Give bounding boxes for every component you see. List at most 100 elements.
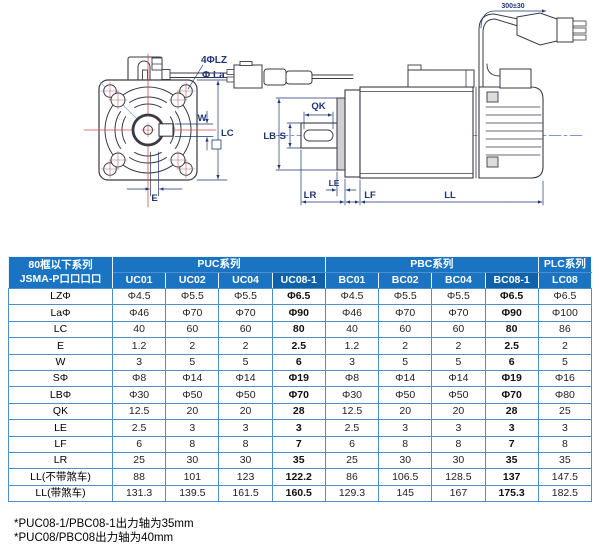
series-group-header-2: PLC系列 xyxy=(537,256,593,273)
dim-label-lr: LR xyxy=(304,190,317,201)
row-label: E xyxy=(8,337,113,355)
tolerance-box xyxy=(211,139,222,150)
cell: 88 xyxy=(111,468,167,486)
cell: Φ5.5 xyxy=(165,287,220,306)
table-row-1: LaΦ Φ46 Φ70 Φ70 Φ90 Φ46 Φ70 Φ70 Φ90 Φ100 xyxy=(8,304,593,322)
cell: Φ30 xyxy=(111,386,167,404)
row-label: LF xyxy=(8,435,113,453)
table-row-10: LR 25 30 30 35 25 30 30 35 35 xyxy=(8,451,593,470)
cell: Φ70 xyxy=(271,386,326,404)
cell: 2 xyxy=(537,337,593,355)
cell: Φ100 xyxy=(537,304,593,322)
cell: 2.5 xyxy=(324,419,380,437)
cell: Φ50 xyxy=(378,386,433,404)
front-view: 4ΦLZ Φ La W LC xyxy=(83,53,354,208)
cell: 2 xyxy=(378,337,433,355)
cell: 6 xyxy=(271,353,326,371)
cell: Φ90 xyxy=(271,304,326,322)
cell: 86 xyxy=(537,320,593,339)
cell: 5 xyxy=(537,353,593,371)
table-row-0: LZΦ Φ4.5 Φ5.5 Φ5.5 Φ6.5 Φ4.5 Φ5.5 Φ5.5 Φ6.5 Φ6.5 xyxy=(8,287,593,306)
series-group-header-0: PUC系列 xyxy=(112,256,326,273)
dim-label-cable-length: 300±30 xyxy=(501,3,524,10)
row-label: W xyxy=(8,353,113,371)
col-header-UC08-1: UC08-1 xyxy=(271,272,326,289)
cell: Φ14 xyxy=(431,369,486,388)
row-label: LZΦ xyxy=(8,287,113,306)
cell: 122.2 xyxy=(271,468,326,486)
cell: Φ14 xyxy=(218,369,273,388)
cell: 12.5 xyxy=(324,402,380,421)
cell: Φ90 xyxy=(484,304,539,322)
cell: 8 xyxy=(537,435,593,453)
cell: 3 xyxy=(271,419,326,437)
cell: 123 xyxy=(218,468,273,486)
dim-label-e: E xyxy=(151,193,157,204)
table-row-8: LE 2.5 3 3 3 2.5 3 3 3 3 xyxy=(8,419,593,437)
cell: Φ5.5 xyxy=(218,287,273,306)
row-label: LE xyxy=(8,419,113,437)
footnote-1: *PUC08-1/PBC08-1出力轴为35mm xyxy=(14,518,194,530)
dim-label-s: S xyxy=(280,131,286,142)
cell: Φ5.5 xyxy=(431,287,486,306)
cell: 40 xyxy=(324,320,380,339)
cell: 1.2 xyxy=(324,337,380,355)
series-group-header-1: PBC系列 xyxy=(324,256,539,273)
cell: 8 xyxy=(165,435,220,453)
encoder-connector-icon xyxy=(233,61,313,89)
cell: 131.3 xyxy=(111,484,167,503)
cell: 80 xyxy=(484,320,539,339)
cell: 40 xyxy=(111,320,167,339)
cell: 167 xyxy=(431,484,486,503)
col-header-BC04: BC04 xyxy=(431,272,486,289)
col-header-BC08-1: BC08-1 xyxy=(484,272,539,289)
cell: 5 xyxy=(378,353,433,371)
cell: Φ80 xyxy=(537,386,593,404)
motor-dimension-drawing: 4ΦLZ Φ La W LC xyxy=(83,3,587,208)
cell: Φ70 xyxy=(165,304,220,322)
cell: 6 xyxy=(111,435,167,453)
cell: Φ4.5 xyxy=(324,287,380,306)
cell: 60 xyxy=(431,320,486,339)
cell: Φ50 xyxy=(218,386,273,404)
cell: 161.5 xyxy=(218,484,273,503)
col-header-UC01: UC01 xyxy=(111,272,167,289)
row-label: LC xyxy=(8,320,113,339)
cell: Φ50 xyxy=(431,386,486,404)
cell: Φ19 xyxy=(484,369,539,388)
cell: 3 xyxy=(218,419,273,437)
cell: 6 xyxy=(324,435,380,453)
cell: 3 xyxy=(165,419,220,437)
cell: Φ14 xyxy=(165,369,220,388)
table-row-12: LL(带煞车) 131.3 139.5 161.5 160.5 129.3 145 167 17… xyxy=(8,484,593,503)
table-row-6: LBΦ Φ30 Φ50 Φ50 Φ70 Φ30 Φ50 Φ50 Φ70 Φ80 xyxy=(8,386,593,404)
row-label: LL(不带煞车) xyxy=(8,468,113,486)
table-row-11: LL(不带煞车) 88 101 123 122.2 86 106.5 128.5 137 147.… xyxy=(8,468,593,486)
table-row-7: QK 12.5 20 20 28 12.5 20 20 28 25 xyxy=(8,402,593,421)
dim-label-ll: LL xyxy=(444,190,456,201)
cell: 20 xyxy=(378,402,433,421)
cell: Φ46 xyxy=(324,304,380,322)
col-header-BC01: BC01 xyxy=(324,272,380,289)
cell: 147.5 xyxy=(537,468,593,486)
cell: 80 xyxy=(271,320,326,339)
cell: 35 xyxy=(271,451,326,470)
cell: 35 xyxy=(537,451,593,470)
col-header-UC02: UC02 xyxy=(165,272,220,289)
footnotes: *PUC08-1/PBC08-1出力轴为35mm *PUC08/PBC08出力轴… xyxy=(14,517,194,545)
cell: Φ4.5 xyxy=(111,287,167,306)
cell: 2.5 xyxy=(111,419,167,437)
cell: 182.5 xyxy=(537,484,593,503)
cell: Φ70 xyxy=(378,304,433,322)
cell: 175.3 xyxy=(484,484,539,503)
table-row-3: E 1.2 2 2 2.5 1.2 2 2 2.5 2 xyxy=(8,337,593,355)
cell: 8 xyxy=(431,435,486,453)
row-label: LL(带煞车) xyxy=(8,484,113,503)
cell: 2.5 xyxy=(271,337,326,355)
cell: 30 xyxy=(431,451,486,470)
cell: 139.5 xyxy=(165,484,220,503)
cell: 8 xyxy=(218,435,273,453)
cell: Φ8 xyxy=(324,369,380,388)
cell: 30 xyxy=(378,451,433,470)
dim-label-lf: LF xyxy=(364,190,376,201)
